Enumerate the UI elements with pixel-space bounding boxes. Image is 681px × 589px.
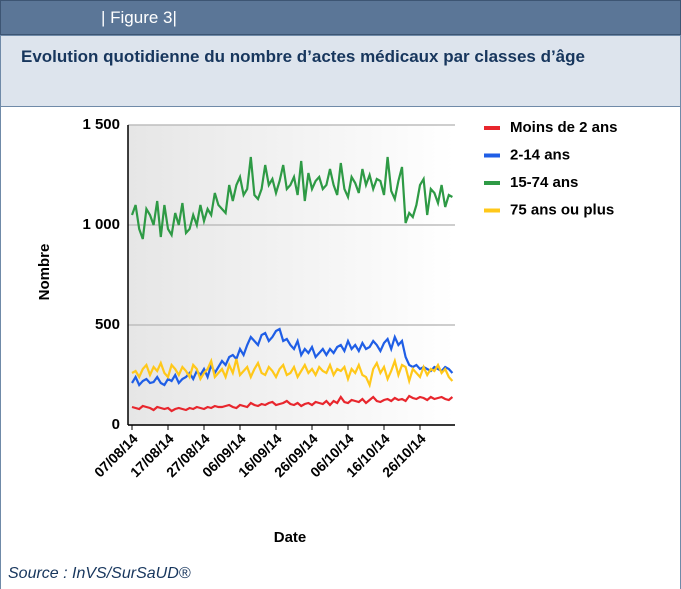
x-axis-label: Date (274, 529, 307, 546)
legend-label: 75 ans ou plus (510, 201, 614, 218)
y-tick-label: 1 500 (82, 116, 120, 133)
y-tick-label: 0 (112, 416, 120, 433)
y-tick-label: 1 000 (82, 216, 120, 233)
title-band: Evolution quotidienne du nombre d’actes … (0, 35, 681, 107)
figure-number: | Figure 3| (101, 8, 177, 27)
y-axis-label: Nombre (36, 244, 53, 301)
series-line (131, 357, 454, 389)
y-tick-label: 500 (95, 316, 120, 333)
series-line (131, 394, 454, 413)
legend-label: 2-14 ans (510, 146, 570, 163)
series-line (130, 156, 453, 240)
legend-label: Moins de 2 ans (510, 119, 618, 136)
chart-title: Evolution quotidienne du nombre d’actes … (21, 47, 585, 66)
series-line (131, 327, 454, 387)
legend-label: 15-74 ans (510, 174, 578, 191)
source: Source : InVS/SurSaUD® (8, 565, 191, 582)
figure-header: | Figure 3| (0, 0, 681, 35)
